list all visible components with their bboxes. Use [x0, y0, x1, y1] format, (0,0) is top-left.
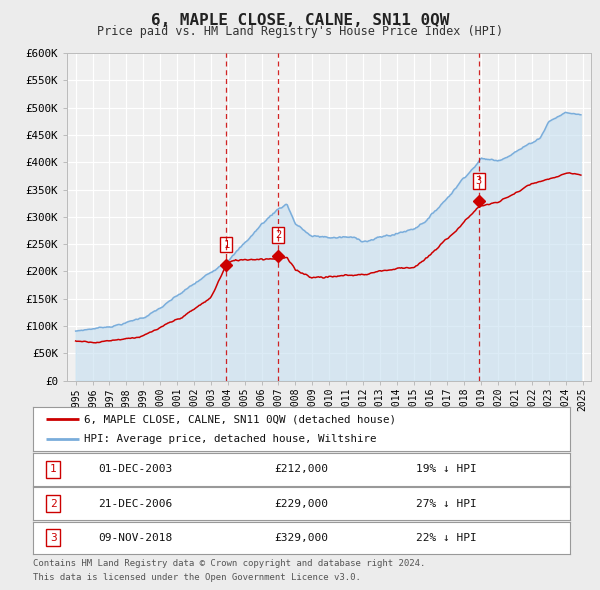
- Text: 1: 1: [50, 464, 57, 474]
- Text: Price paid vs. HM Land Registry's House Price Index (HPI): Price paid vs. HM Land Registry's House …: [97, 25, 503, 38]
- Text: 1: 1: [223, 240, 229, 250]
- Text: Contains HM Land Registry data © Crown copyright and database right 2024.: Contains HM Land Registry data © Crown c…: [33, 559, 425, 568]
- Text: 01-DEC-2003: 01-DEC-2003: [98, 464, 172, 474]
- Text: 2: 2: [50, 499, 57, 509]
- Text: 21-DEC-2006: 21-DEC-2006: [98, 499, 172, 509]
- Text: 2: 2: [275, 230, 281, 240]
- Text: 6, MAPLE CLOSE, CALNE, SN11 0QW: 6, MAPLE CLOSE, CALNE, SN11 0QW: [151, 13, 449, 28]
- Text: £212,000: £212,000: [275, 464, 329, 474]
- Text: HPI: Average price, detached house, Wiltshire: HPI: Average price, detached house, Wilt…: [84, 434, 377, 444]
- Text: £229,000: £229,000: [275, 499, 329, 509]
- Text: 19% ↓ HPI: 19% ↓ HPI: [416, 464, 477, 474]
- Text: 3: 3: [50, 533, 57, 543]
- Text: 22% ↓ HPI: 22% ↓ HPI: [416, 533, 477, 543]
- Text: 27% ↓ HPI: 27% ↓ HPI: [416, 499, 477, 509]
- Text: This data is licensed under the Open Government Licence v3.0.: This data is licensed under the Open Gov…: [33, 573, 361, 582]
- Text: 09-NOV-2018: 09-NOV-2018: [98, 533, 172, 543]
- Text: £329,000: £329,000: [275, 533, 329, 543]
- Text: 3: 3: [476, 176, 482, 186]
- Text: 6, MAPLE CLOSE, CALNE, SN11 0QW (detached house): 6, MAPLE CLOSE, CALNE, SN11 0QW (detache…: [84, 414, 396, 424]
